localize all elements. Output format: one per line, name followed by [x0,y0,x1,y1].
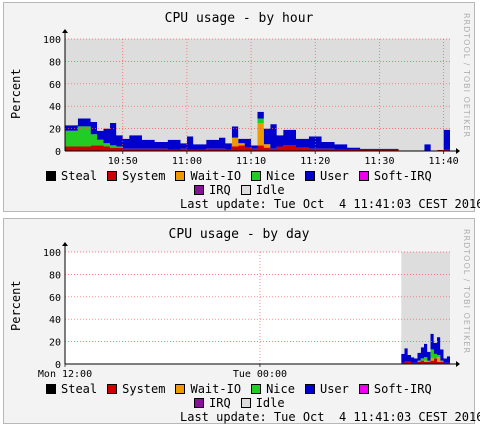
cpu-hour-vendor-text: RRDTOOL / TOBI OETIKER [462,13,471,139]
legend-swatch-user [304,171,315,181]
legend-label-wait-io: Wait-IO [190,382,242,396]
legend-item-wait-io: Wait-IO [175,169,241,183]
cpu-hour-last-update: Last update: Tue Oct 4 11:41:03 CEST 201… [180,197,480,211]
legend-item-irq: IRQ [194,183,231,197]
cpu-day-ylabel: Percent [9,280,23,331]
cpu-hour-title: CPU usage - by hour [164,11,314,26]
legend-swatch-soft-irq [358,171,369,181]
legend-item-idle: Idle [240,183,285,197]
x-tick-label: Tue 00:00 [233,369,287,380]
legend-item-idle: Idle [240,396,285,410]
legend-swatch-user [304,384,315,394]
legend-swatch-system [107,384,118,394]
legend-swatch-steal [46,384,56,394]
legend-label-soft-irq: Soft-IRQ [373,169,432,183]
cpu-day-vendor-text: RRDTOOL / TOBI OETIKER [462,229,471,355]
cpu-day-last-update: Last update: Tue Oct 4 11:41:03 CEST 201… [180,410,480,424]
y-tick-label: 20 [49,125,61,136]
x-tick-label: 11:30 [364,156,394,167]
legend-item-steal: Steal [46,382,97,396]
cpu-day-panel: 0 20 40 60 80 100 Mon 12:00 Tue 00:00 CPU usage… [3,218,480,424]
y-tick-label: 0 [55,147,61,158]
legend-label-steal: Steal [61,169,98,183]
legend-label-system: System [122,382,166,396]
y-tick-label: 80 [49,57,61,68]
y-tick-label: 60 [49,80,61,91]
legend-swatch-idle [240,398,251,408]
cpu-hour-legend-row2: IRQ Idle [194,183,295,198]
legend-swatch-idle [240,185,251,195]
legend-item-wait-io: Wait-IO [175,382,241,396]
series-area-system [401,358,450,364]
legend-item-system: System [107,169,165,183]
legend-swatch-wait-io [175,171,186,181]
legend-label-irq: IRQ [209,183,231,197]
cpu-hour-legend: Steal System Wait-IO Nice User Soft-IRQ [46,169,442,184]
legend-label-idle: Idle [255,396,285,410]
plot-area [65,252,450,364]
legend-label-nice: Nice [266,382,295,396]
x-tick-label: 11:00 [172,156,202,167]
x-axis-arrow [456,361,460,367]
y-tick-label: 80 [49,270,61,281]
legend-label-system: System [122,169,166,183]
legend-swatch-irq [194,398,204,408]
x-tick-label: 11:10 [236,156,266,167]
x-tick-label: Mon 12:00 [38,369,92,380]
legend-item-system: System [107,382,165,396]
legend-swatch-system [107,171,118,181]
series-area-wait-io [401,357,450,364]
cpu-day-title: CPU usage - by day [168,227,310,242]
x-axis-arrow [456,148,460,154]
legend-item-nice: Nice [251,382,295,396]
legend-label-irq: IRQ [209,396,231,410]
legend-label-user: User [319,169,349,183]
legend-item-soft-irq: Soft-IRQ [358,169,432,183]
x-tick-label: 11:20 [300,156,330,167]
y-tick-label: 60 [49,293,61,304]
x-tick-label: 10:50 [108,156,138,167]
cpu-hour-plot: 0 20 40 60 80 100 10:50 11:00 11:10 11:20 11:30 11:… [43,29,460,167]
legend-item-user: User [304,169,349,183]
legend-swatch-nice [251,171,262,181]
y-tick-label: 0 [55,360,61,371]
y-axis-arrow [62,29,68,33]
legend-label-wait-io: Wait-IO [190,169,242,183]
legend-swatch-soft-irq [358,384,369,394]
y-tick-label: 100 [43,248,61,259]
y-tick-label: 40 [49,315,61,326]
series-area-idle [401,252,450,364]
legend-label-soft-irq: Soft-IRQ [373,382,432,396]
y-tick-label: 40 [49,102,61,113]
cpu-day-legend-row2: IRQ Idle [194,396,295,411]
legend-swatch-wait-io [175,384,186,394]
y-tick-label: 20 [49,338,61,349]
legend-item-soft-irq: Soft-IRQ [358,382,432,396]
cpu-hour-panel: 0 20 40 60 80 100 10:50 11:00 11:10 11:20 11:30 11:… [3,2,480,212]
y-tick-label: 100 [43,35,61,46]
y-axis-arrow [62,242,68,246]
legend-item-steal: Steal [46,169,97,183]
legend-label-user: User [319,382,349,396]
cpu-day-legend: Steal System Wait-IO Nice User Soft-IRQ [46,382,442,397]
cpu-hour-ylabel: Percent [9,68,23,119]
legend-label-steal: Steal [61,382,98,396]
legend-swatch-steal [46,171,56,181]
legend-swatch-irq [194,185,204,195]
series-area-nice [401,349,450,364]
x-tick-label: 11:40 [429,156,459,167]
legend-item-nice: Nice [251,169,295,183]
legend-swatch-nice [251,384,262,394]
legend-label-nice: Nice [266,169,295,183]
legend-item-user: User [304,382,349,396]
cpu-day-plot: 0 20 40 60 80 100 Mon 12:00 Tue 00:00 [38,242,460,380]
series-area-idle [65,39,450,151]
legend-label-idle: Idle [255,183,285,197]
legend-item-irq: IRQ [194,396,231,410]
